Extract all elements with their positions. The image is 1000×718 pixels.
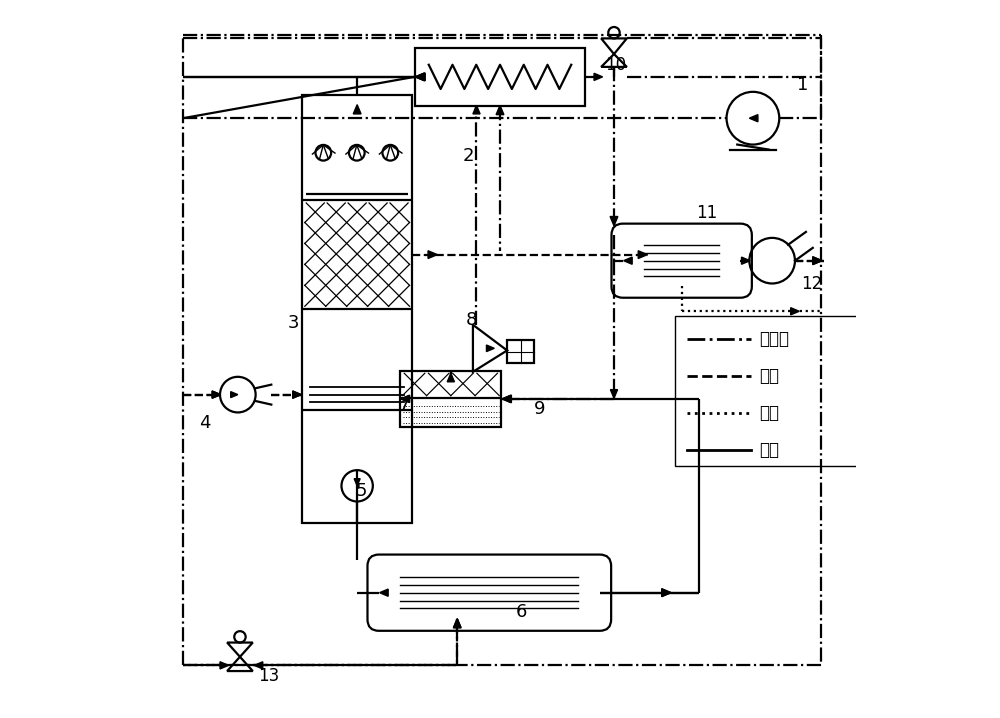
Polygon shape <box>293 391 301 398</box>
Polygon shape <box>415 73 424 80</box>
Polygon shape <box>662 589 671 597</box>
Polygon shape <box>454 619 461 628</box>
Polygon shape <box>380 589 388 596</box>
Polygon shape <box>212 391 221 398</box>
Text: 6: 6 <box>516 603 527 621</box>
Polygon shape <box>354 479 360 486</box>
Polygon shape <box>473 106 480 114</box>
Polygon shape <box>594 73 603 80</box>
Polygon shape <box>220 662 229 669</box>
Polygon shape <box>813 257 822 264</box>
Bar <box>302 95 412 523</box>
Text: 12: 12 <box>801 275 823 293</box>
Text: 9: 9 <box>533 400 545 418</box>
Polygon shape <box>415 73 424 80</box>
Polygon shape <box>254 662 263 669</box>
Text: 13: 13 <box>258 667 279 685</box>
Bar <box>507 340 534 363</box>
Polygon shape <box>610 217 618 225</box>
Bar <box>675 315 858 466</box>
Polygon shape <box>662 589 671 597</box>
Polygon shape <box>428 251 437 258</box>
Polygon shape <box>447 373 454 382</box>
Polygon shape <box>610 390 618 398</box>
Text: 1: 1 <box>797 75 808 94</box>
Polygon shape <box>212 391 221 398</box>
Bar <box>415 47 585 106</box>
Polygon shape <box>401 396 410 403</box>
Text: 海水: 海水 <box>759 441 779 460</box>
Text: 11: 11 <box>696 204 717 222</box>
Text: 10: 10 <box>605 57 626 75</box>
Polygon shape <box>742 257 750 264</box>
Polygon shape <box>749 115 758 122</box>
Text: 空气: 空气 <box>759 367 779 385</box>
Bar <box>400 371 501 426</box>
Polygon shape <box>416 73 425 80</box>
Polygon shape <box>486 345 494 352</box>
Text: 5: 5 <box>355 482 367 500</box>
Text: 制冷剂: 制冷剂 <box>759 330 789 348</box>
Polygon shape <box>401 396 410 403</box>
Text: 8: 8 <box>466 311 477 329</box>
Polygon shape <box>624 257 632 264</box>
Polygon shape <box>638 251 647 258</box>
Text: 淡水: 淡水 <box>759 404 779 422</box>
Text: 3: 3 <box>288 314 299 332</box>
Polygon shape <box>502 396 511 403</box>
Polygon shape <box>791 308 799 315</box>
Polygon shape <box>813 257 822 264</box>
Text: 4: 4 <box>199 414 210 432</box>
Text: 7: 7 <box>398 396 410 414</box>
Polygon shape <box>231 391 238 398</box>
Polygon shape <box>502 395 511 403</box>
Polygon shape <box>293 391 301 398</box>
Polygon shape <box>453 619 461 628</box>
Text: 2: 2 <box>462 147 474 165</box>
Polygon shape <box>353 105 361 114</box>
Polygon shape <box>496 106 504 115</box>
